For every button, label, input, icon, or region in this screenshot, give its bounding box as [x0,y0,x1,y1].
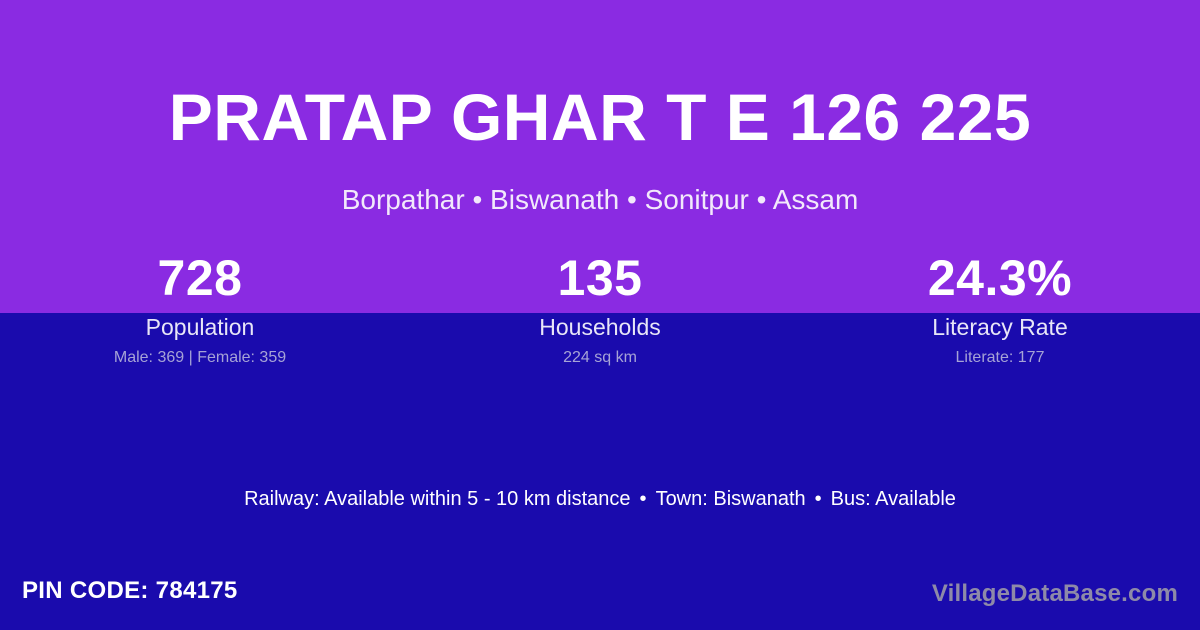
stat-households: 135 Households 224 sq km [400,248,800,368]
page-title: PRATAP GHAR T E 126 225 [168,80,1032,154]
stat-households-sublabel: 224 sq km [563,349,637,366]
statistics-row: 728 Population Male: 369 | Female: 359 1… [0,248,1200,368]
site-branding: VillageDataBase.com [931,580,1178,607]
stat-literacy-rate-sublabel: Literate: 177 [955,349,1045,366]
stat-households-value: 135 [557,250,643,306]
amenities-line: Railway: Available within 5 - 10 km dist… [0,485,1200,513]
stat-population-label: Population [145,314,255,340]
amenity-separator-2: • [814,488,822,510]
purple-background-band [0,0,1200,313]
location-breadcrumb: Borpathar • Biswanath • Sonitpur • Assam [341,184,859,215]
pin-code: PIN CODE: 784175 [22,577,238,604]
stat-population-value: 728 [157,250,243,306]
stat-literacy-rate-label: Literacy Rate [932,314,1068,340]
amenity-railway: Railway: Available within 5 - 10 km dist… [244,488,631,510]
amenity-bus: Bus: Available [830,488,956,510]
stat-households-label: Households [539,314,661,340]
stat-population: 728 Population Male: 369 | Female: 359 [0,248,400,368]
stat-literacy-rate: 24.3% Literacy Rate Literate: 177 [800,248,1200,368]
stat-literacy-rate-value: 24.3% [927,250,1073,306]
stat-population-sublabel: Male: 369 | Female: 359 [113,349,287,366]
amenity-separator-1: • [639,488,647,510]
blue-background-band [0,313,1200,630]
amenity-town: Town: Biswanath [655,488,806,510]
